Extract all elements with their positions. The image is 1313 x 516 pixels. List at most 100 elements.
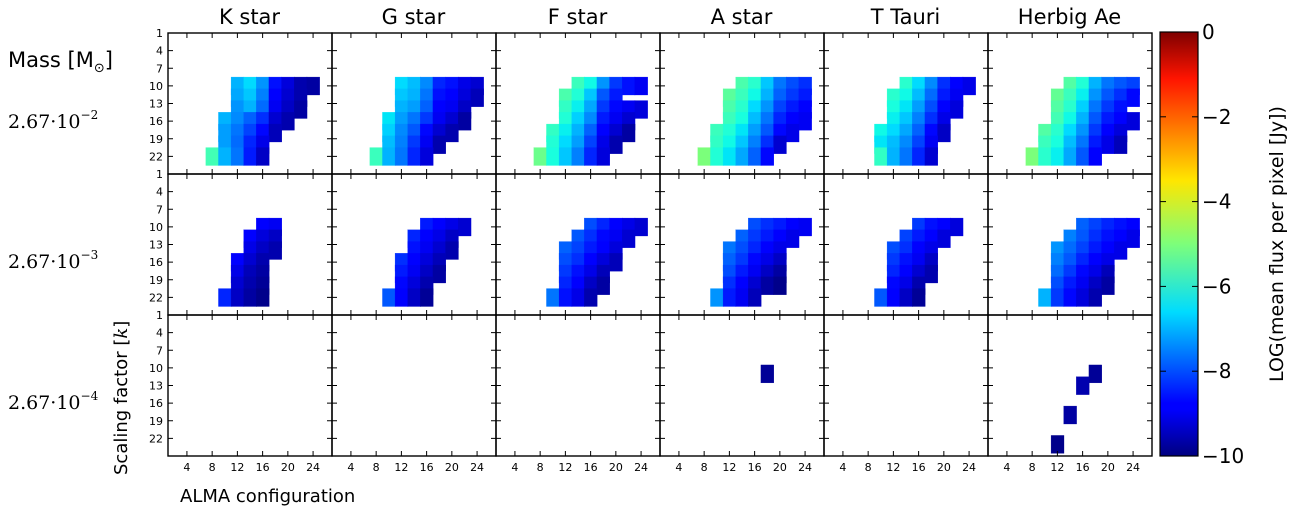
colorbar-tick-label: −6	[1202, 274, 1231, 298]
heatmap-cell	[218, 147, 232, 166]
heatmap-cell	[924, 147, 938, 166]
heatmap-cell	[1126, 229, 1140, 248]
panel-frame	[167, 314, 333, 457]
heatmap-cell	[874, 147, 888, 166]
x-tick-label: 4	[183, 461, 190, 474]
y-tick-label: 16	[149, 115, 163, 128]
colorbar-tick-label: 0	[1202, 20, 1215, 44]
heatmap-cell	[1063, 288, 1077, 307]
y-tick-label: 10	[149, 80, 163, 93]
heatmap-cell	[634, 217, 648, 237]
y-tick-label: 10	[149, 221, 163, 234]
heatmap-cell	[1088, 147, 1102, 166]
row-label-base: 2.67·10	[8, 251, 81, 273]
y-tick-label: 22	[149, 291, 163, 304]
heatmap-cell	[760, 147, 774, 166]
heatmap-cell	[571, 288, 585, 307]
heatmap-cell	[293, 100, 308, 119]
heatmap-cell	[1126, 112, 1140, 131]
panel-frame	[987, 314, 1153, 457]
heatmap-cell	[1050, 147, 1065, 166]
y-tick-label: 13	[149, 98, 163, 111]
row-label-exp: −2	[81, 108, 99, 122]
y-tick-label: 22	[149, 150, 163, 163]
panel-title: A star	[711, 5, 773, 29]
heatmap-cell	[773, 276, 787, 295]
x-tick-label: 8	[1029, 461, 1036, 474]
heatmap-cell	[748, 288, 762, 307]
heatmap-cell	[584, 147, 598, 166]
x-tick-label: 8	[537, 461, 544, 474]
heatmap-cell	[1101, 276, 1115, 295]
heatmap-cell	[1050, 288, 1065, 307]
heatmap-cell	[710, 147, 724, 166]
mass-label: Mass [M⊙]	[8, 48, 113, 76]
x-tick-label: 8	[701, 461, 708, 474]
heatmap-cell	[1088, 364, 1102, 384]
row-label: 2.67·10−4	[8, 389, 99, 414]
panel-title: F star	[548, 5, 608, 29]
panel-frame	[823, 314, 989, 457]
heatmap-cell	[798, 217, 812, 237]
y-tick-label: 1	[156, 309, 163, 322]
panel-title: T Tauri	[870, 5, 941, 29]
x-tick-label: 16	[420, 461, 434, 474]
panel-frame	[495, 314, 661, 457]
heatmap-cell	[1076, 147, 1090, 166]
heatmap-cell	[243, 147, 257, 166]
heatmap-cell	[697, 147, 711, 166]
y-tick-label: 22	[149, 432, 163, 445]
x-tick-label: 12	[558, 461, 572, 474]
y-tick-label: 19	[149, 274, 163, 287]
heatmap-cell	[1063, 405, 1077, 425]
y-tick-label: 19	[149, 415, 163, 428]
heatmap-cell	[609, 135, 623, 154]
row-label: 2.67·10−2	[8, 108, 98, 133]
x-tick-label: 16	[912, 461, 926, 474]
y-tick-label: 19	[149, 133, 163, 146]
heatmap-cell	[710, 288, 724, 307]
panel-title: K star	[219, 5, 280, 29]
y-tick-label: 13	[149, 380, 163, 393]
y-tick-label: 16	[149, 397, 163, 410]
colorbar-label: LOG(mean flux per pixel [Jy])	[1266, 106, 1288, 382]
heatmap-cell	[634, 100, 648, 119]
colorbar-ticks: 0 −2 −4 −6 −8 −10	[1160, 20, 1244, 468]
heatmap-cell	[369, 147, 383, 166]
heatmap-cell	[886, 147, 901, 166]
heatmap-cell	[760, 276, 774, 295]
colorbar-tick-label: −4	[1202, 190, 1231, 214]
heatmap-cell	[596, 276, 610, 295]
heatmap-cells	[205, 76, 1140, 454]
row-label-base: 2.67·10	[8, 111, 81, 133]
row-label-exp: −3	[81, 248, 99, 262]
colorbar-tick-label: −10	[1202, 444, 1244, 468]
heatmap-cell	[924, 264, 938, 284]
heatmap-cell	[596, 147, 610, 166]
heatmap-cell	[432, 264, 446, 284]
y-tick-label: 4	[156, 327, 163, 340]
heatmap-cell	[886, 288, 901, 307]
heatmap-cell	[962, 76, 976, 96]
heatmap-cell	[584, 288, 598, 307]
heatmap-cell	[1114, 135, 1128, 154]
heatmap-cell	[937, 123, 951, 143]
heatmap-cell	[382, 288, 396, 307]
x-tick-label: 20	[773, 461, 787, 474]
colorbar-tick-label: −8	[1202, 359, 1231, 383]
mass-label-text: Mass [M	[8, 48, 94, 72]
heatmap-cell	[622, 76, 636, 96]
heatmap-cell	[394, 288, 409, 307]
heatmap-cell	[445, 123, 459, 143]
heatmap-cell	[748, 147, 762, 166]
heatmap-cell	[1126, 88, 1140, 107]
x-tick-label: 8	[373, 461, 380, 474]
heatmap-cell	[1063, 147, 1077, 166]
heatmap-cell	[571, 147, 585, 166]
row-label-exp: −4	[81, 389, 99, 403]
heatmap-cell	[622, 123, 636, 143]
heatmap-cell	[445, 241, 459, 260]
heatmap-cell	[786, 229, 800, 248]
heatmap-cell	[218, 288, 232, 307]
